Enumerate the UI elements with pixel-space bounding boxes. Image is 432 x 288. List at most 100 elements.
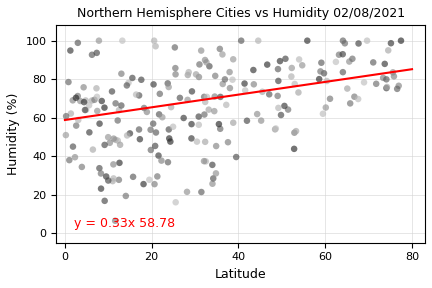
Point [397,38,404,43]
Point [276,59,283,63]
Point [292,129,299,133]
Point [193,72,200,77]
Point [341,41,348,46]
Title: Northern Hemisphere Cities vs Humidity 02/08/2021: Northern Hemisphere Cities vs Humidity 0… [76,7,405,20]
Point [230,120,237,125]
Point [170,124,177,129]
Point [150,121,157,126]
Point [219,52,226,57]
Point [340,70,346,75]
Point [213,144,219,148]
Point [384,85,391,89]
Point [112,101,119,106]
Point [63,114,70,118]
Point [288,74,295,79]
Point [318,60,325,65]
Point [114,118,121,123]
Point [259,90,266,94]
Point [117,143,124,147]
Point [226,70,233,74]
Point [165,160,172,164]
Point [222,77,229,82]
Point [184,190,191,194]
Point [274,67,281,71]
Point [124,83,130,88]
Point [373,82,380,86]
Point [242,88,249,93]
Point [185,70,192,75]
Point [388,41,394,46]
Point [118,103,125,108]
Point [78,165,85,169]
Point [140,106,147,110]
Point [319,111,326,116]
X-axis label: Latitude: Latitude [215,268,267,281]
Point [184,73,191,77]
Point [133,92,140,97]
Point [255,38,262,43]
Point [101,198,108,203]
Point [210,176,217,181]
Point [391,74,397,79]
Point [274,94,281,98]
Point [138,77,145,82]
Point [172,200,179,204]
Point [91,98,98,102]
Point [96,166,103,170]
Point [184,98,191,102]
Point [211,94,218,99]
Point [216,122,222,126]
Point [209,181,216,186]
Point [86,130,93,135]
Point [86,103,92,108]
Point [288,66,295,70]
Point [380,75,387,80]
Text: y = 0.33x 58.78: y = 0.33x 58.78 [73,217,175,230]
Point [158,158,165,163]
Point [327,96,334,101]
Point [198,48,205,53]
Point [77,99,84,103]
Point [195,114,202,119]
Point [299,63,306,68]
Point [67,111,74,116]
Point [166,136,173,141]
Point [152,130,159,135]
Point [281,104,288,108]
Point [355,41,362,46]
Point [110,136,117,141]
Point [122,194,129,198]
Point [272,126,279,131]
Point [339,52,346,56]
Point [304,38,311,43]
Point [340,38,346,43]
Point [89,147,96,152]
Point [112,138,119,142]
Point [203,94,210,99]
Point [202,58,209,62]
Point [115,108,122,112]
Point [223,103,230,107]
Point [127,131,133,136]
Point [164,81,171,86]
Point [317,69,324,74]
Point [336,52,343,57]
Point [230,57,237,62]
Point [201,94,208,99]
Point [364,38,371,43]
Point [65,80,72,84]
Point [233,155,240,159]
Point [291,130,298,135]
Point [83,108,89,112]
Point [155,153,162,158]
Point [108,89,115,94]
Point [282,56,289,61]
Point [324,79,330,83]
Point [238,38,245,43]
Point [251,82,257,87]
Point [168,105,175,109]
Point [272,127,279,132]
Point [321,71,327,75]
Point [93,86,100,91]
Point [73,96,79,100]
